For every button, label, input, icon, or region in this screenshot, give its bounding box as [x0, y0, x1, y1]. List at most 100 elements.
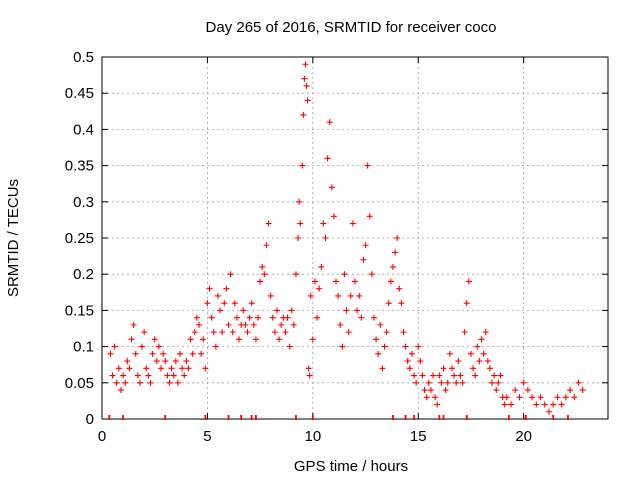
data-point	[155, 343, 162, 350]
data-point	[160, 350, 167, 357]
data-point	[486, 365, 493, 372]
data-point	[571, 394, 578, 401]
series-srmtid	[107, 61, 586, 415]
data-point	[444, 379, 451, 386]
data-point	[286, 343, 293, 350]
data-point	[248, 300, 255, 307]
data-point	[326, 119, 333, 126]
data-point	[290, 321, 297, 328]
data-point	[185, 365, 192, 372]
data-point	[529, 394, 536, 401]
x-tick-label: 20	[515, 428, 532, 445]
x-tick-label: 15	[410, 428, 427, 445]
data-point	[233, 314, 240, 321]
data-point	[219, 329, 226, 336]
data-point	[453, 379, 460, 386]
data-point	[356, 292, 363, 299]
data-point	[373, 336, 380, 343]
y-tick-label: 0.25	[65, 230, 94, 247]
data-point	[465, 278, 472, 285]
data-point	[236, 336, 243, 343]
y-tick-label: 0.15	[65, 302, 94, 319]
data-point	[122, 379, 129, 386]
data-point	[362, 242, 369, 249]
data-point	[311, 278, 318, 285]
data-point	[375, 350, 382, 357]
data-point	[503, 394, 510, 401]
data-point	[257, 278, 264, 285]
data-point	[145, 372, 152, 379]
data-point	[306, 372, 313, 379]
data-point	[345, 329, 352, 336]
data-point	[250, 321, 257, 328]
data-point	[408, 350, 415, 357]
data-point	[430, 372, 437, 379]
data-point	[267, 292, 274, 299]
data-point	[472, 372, 479, 379]
data-point	[242, 321, 249, 328]
data-point	[153, 358, 160, 365]
data-point	[398, 300, 405, 307]
data-point	[134, 372, 141, 379]
data-point	[132, 350, 139, 357]
data-point	[117, 387, 124, 394]
data-point	[491, 372, 498, 379]
data-point	[324, 155, 331, 162]
data-point	[295, 235, 302, 241]
data-point	[301, 75, 308, 82]
data-point	[263, 242, 270, 249]
data-point	[143, 365, 150, 372]
data-point	[436, 372, 443, 379]
data-point	[296, 198, 303, 205]
data-point	[482, 329, 489, 336]
data-point	[288, 307, 295, 314]
data-point	[316, 285, 323, 292]
data-point	[545, 408, 552, 415]
data-point	[347, 292, 354, 299]
data-point	[396, 285, 403, 292]
data-point	[446, 350, 453, 357]
y-tick-label: 0.05	[65, 375, 94, 392]
data-point	[394, 235, 401, 241]
data-point	[567, 387, 574, 394]
data-point	[512, 387, 519, 394]
data-point	[227, 271, 234, 278]
x-tick-label: 5	[203, 428, 211, 445]
data-point	[273, 307, 280, 314]
data-point	[579, 387, 586, 394]
y-tick-label: 0.1	[73, 339, 94, 356]
data-point	[179, 365, 186, 372]
data-point	[339, 343, 346, 350]
data-point	[341, 271, 348, 278]
data-point	[158, 365, 165, 372]
y-tick-label: 0.2	[73, 266, 94, 283]
data-point	[333, 278, 340, 285]
data-point	[183, 358, 190, 365]
data-point	[440, 365, 447, 372]
data-point	[314, 314, 321, 321]
data-point	[352, 278, 358, 285]
data-point	[448, 365, 455, 372]
data-point	[259, 263, 266, 270]
data-point	[495, 379, 502, 386]
data-point	[474, 343, 481, 350]
data-point	[459, 379, 466, 386]
data-point	[124, 358, 131, 365]
data-gap-markers	[108, 415, 569, 420]
data-point	[417, 358, 424, 365]
data-point	[292, 271, 299, 278]
data-point	[115, 365, 122, 372]
data-point	[221, 300, 228, 307]
data-point	[381, 343, 388, 350]
data-point	[164, 372, 171, 379]
data-point	[265, 220, 272, 227]
data-point	[208, 314, 215, 321]
data-point	[151, 336, 158, 343]
data-point	[493, 387, 500, 394]
data-point	[349, 220, 356, 227]
data-point	[126, 365, 133, 372]
data-point	[231, 300, 238, 307]
data-point	[385, 300, 392, 307]
data-point	[305, 365, 312, 372]
data-point	[489, 379, 496, 386]
